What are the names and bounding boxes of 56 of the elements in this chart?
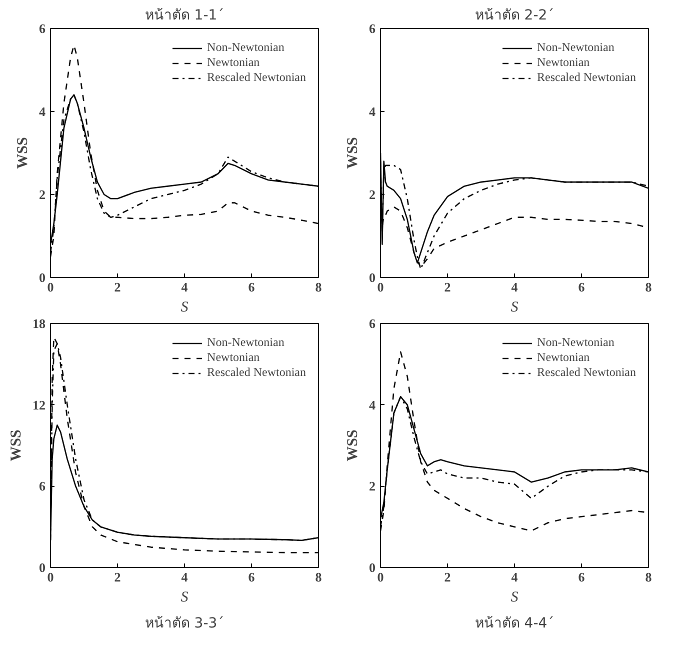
y-tick-label: 2 bbox=[369, 187, 376, 202]
x-tick-label: 8 bbox=[645, 570, 652, 584]
x-tick-label: 6 bbox=[248, 570, 256, 584]
x-tick-label: 2 bbox=[444, 280, 451, 294]
y-tick-label: 6 bbox=[39, 21, 46, 36]
x-tick-label: 8 bbox=[315, 570, 322, 584]
legend-label: Rescaled Newtonian bbox=[207, 70, 306, 85]
x-tick-label: 4 bbox=[511, 570, 518, 584]
legend-label: Rescaled Newtonian bbox=[207, 365, 306, 380]
x-tick-label: 2 bbox=[114, 570, 121, 584]
x-axis-title: S bbox=[510, 300, 519, 316]
legend-label: Non-Newtonian bbox=[537, 335, 614, 350]
x-tick-label: 2 bbox=[114, 280, 121, 294]
legend-label: Newtonian bbox=[537, 350, 590, 365]
legend-label: Newtonian bbox=[207, 350, 260, 365]
text: หน้าตัด 4-4´ bbox=[474, 616, 554, 632]
legend-label: Non-Newtonian bbox=[207, 40, 284, 55]
x-tick-label: 4 bbox=[511, 280, 518, 294]
y-tick-label: 0 bbox=[369, 560, 376, 575]
legend-label: Newtonian bbox=[207, 55, 260, 70]
y-tick-label: 12 bbox=[32, 397, 46, 412]
y-axis-title: WSS bbox=[345, 430, 361, 462]
x-tick-label: 8 bbox=[315, 280, 322, 294]
y-axis-title: WSS bbox=[15, 137, 31, 169]
legend-label: Non-Newtonian bbox=[537, 40, 614, 55]
y-axis-title: WSS bbox=[345, 137, 361, 169]
legend-label: Rescaled Newtonian bbox=[537, 70, 636, 85]
y-tick-label: 6 bbox=[39, 478, 46, 494]
x-tick-label: 6 bbox=[578, 570, 586, 584]
y-tick-label: 4 bbox=[369, 104, 376, 119]
x-axis-title: S bbox=[510, 590, 519, 606]
legend-label: Non-Newtonian bbox=[207, 335, 284, 350]
x-tick-label: 4 bbox=[181, 570, 188, 584]
y-tick-label: 2 bbox=[369, 478, 376, 494]
chart-title: หน้าตัด 2-2´ bbox=[474, 8, 554, 24]
x-tick-label: 4 bbox=[181, 280, 188, 294]
y-tick-label: 4 bbox=[39, 104, 46, 119]
legend-label: Newtonian bbox=[537, 55, 590, 70]
legend-label: Rescaled Newtonian bbox=[537, 365, 636, 380]
y-axis-title: WSS bbox=[8, 430, 24, 462]
y-tick-label: 2 bbox=[39, 187, 46, 202]
y-tick-label: 0 bbox=[369, 270, 376, 285]
x-tick-label: 8 bbox=[645, 280, 652, 294]
text: หน้าตัด 3-3´ bbox=[144, 616, 224, 632]
y-tick-label: 6 bbox=[369, 21, 376, 36]
y-tick-label: 4 bbox=[369, 397, 376, 412]
x-tick-label: 6 bbox=[578, 280, 586, 294]
x-tick-label: 2 bbox=[444, 570, 451, 584]
y-tick-label: 6 bbox=[369, 316, 376, 331]
chart-title: หน้าตัด 1-1´ bbox=[144, 8, 224, 24]
x-axis-title: S bbox=[180, 590, 189, 606]
x-tick-label: 6 bbox=[248, 280, 256, 294]
y-tick-label: 0 bbox=[39, 560, 46, 575]
y-tick-label: 18 bbox=[32, 316, 46, 331]
x-axis-title: S bbox=[180, 300, 189, 316]
y-tick-label: 0 bbox=[39, 270, 46, 285]
